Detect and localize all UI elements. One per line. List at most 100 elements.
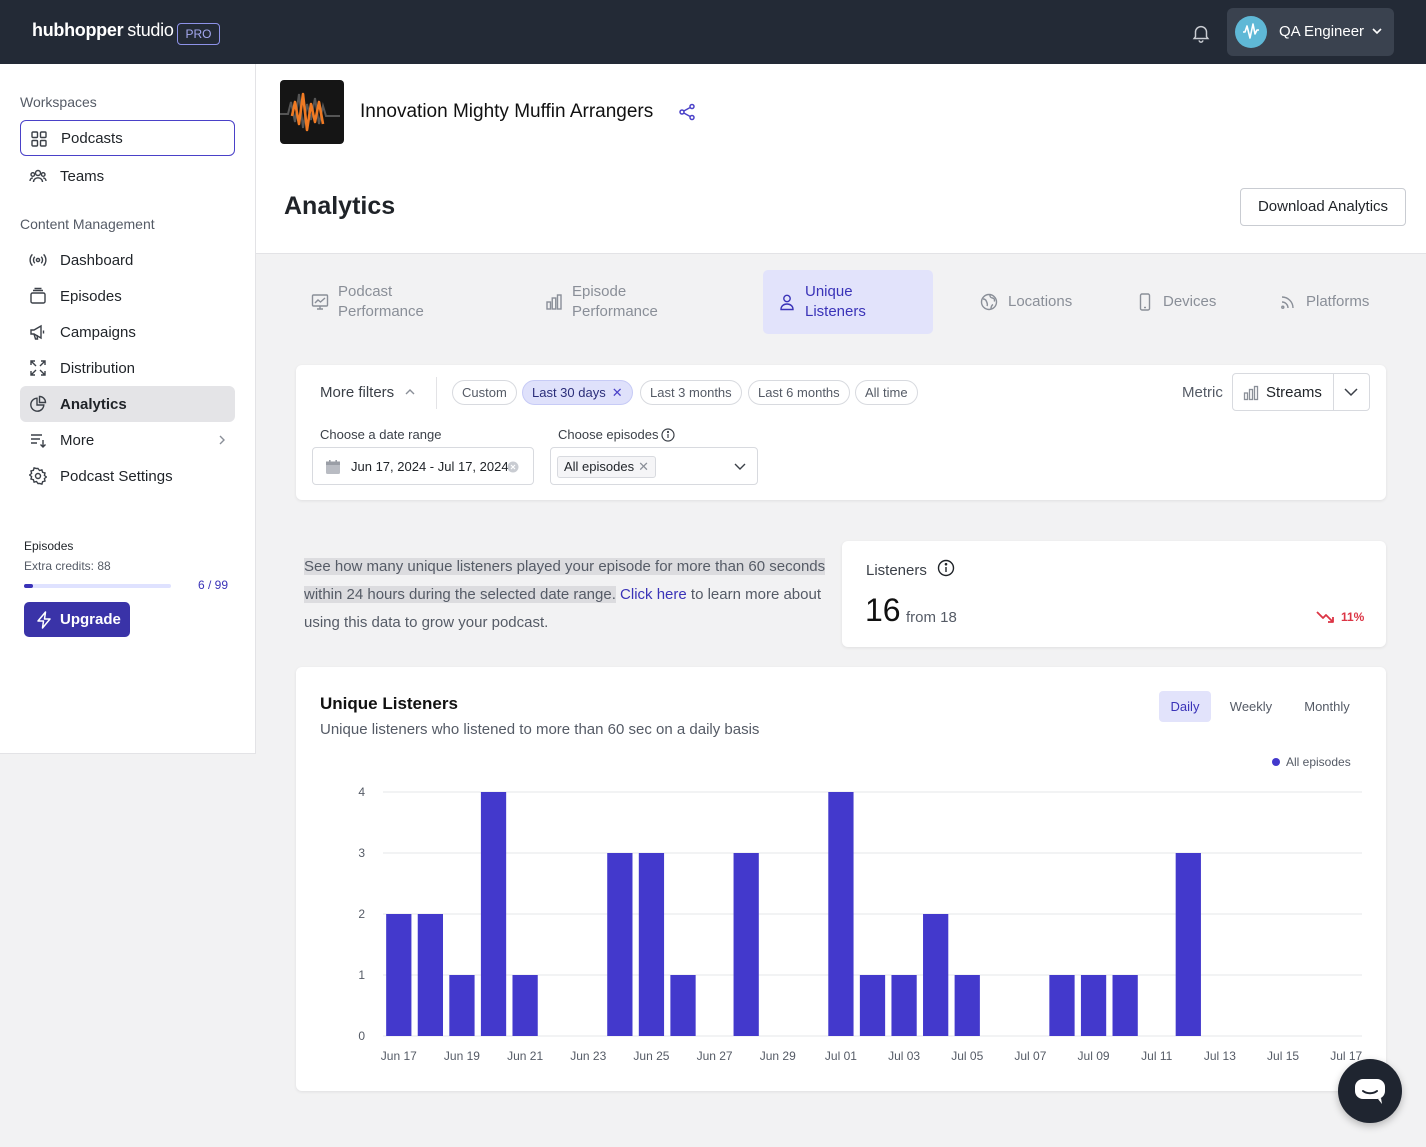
tab-label: Locations <box>1008 293 1073 310</box>
podcast-title: Innovation Mighty Muffin Arrangers <box>360 101 654 122</box>
user-icon <box>780 294 794 311</box>
chart-legend[interactable]: All episodes <box>1272 755 1351 769</box>
chart-bar[interactable] <box>386 914 412 1036</box>
content-management-heading: Content Management <box>20 216 155 232</box>
chevron-right-icon <box>219 435 225 445</box>
chart-bar[interactable] <box>733 853 759 1036</box>
chip-last-30-days[interactable]: Last 30 days ✕ <box>522 380 633 405</box>
chip-last-6-months[interactable]: Last 6 months <box>748 380 850 405</box>
chart-frame-icon <box>311 294 329 310</box>
tab-podcast-performance[interactable]: Podcast Performance <box>296 270 496 334</box>
chart-bar[interactable] <box>1112 975 1138 1036</box>
sidebar-item-episodes[interactable]: Episodes <box>20 278 235 314</box>
sidebar-item-label: More <box>60 431 95 449</box>
user-name: QA Engineer <box>1279 23 1365 40</box>
sidebar-item-label: Distribution <box>60 359 136 377</box>
info-icon[interactable] <box>661 428 675 442</box>
chart-bar[interactable] <box>891 975 917 1036</box>
date-range-input[interactable]: Jun 17, 2024 - Jul 17, 2024 <box>312 447 534 485</box>
x-tick-label: Jul 13 <box>1204 1049 1236 1063</box>
user-menu[interactable]: QA Engineer <box>1227 8 1394 56</box>
sidebar-item-distribution[interactable]: Distribution <box>20 350 235 386</box>
x-tick-label: Jun 27 <box>697 1049 733 1063</box>
x-tick-label: Jun 21 <box>507 1049 543 1063</box>
rss-icon <box>1281 296 1294 309</box>
period-weekly-button[interactable]: Weekly <box>1229 699 1273 714</box>
stack-icon <box>30 287 46 304</box>
chevron-down-icon[interactable] <box>733 462 747 472</box>
bell-icon[interactable] <box>1190 22 1212 44</box>
page-header: Innovation Mighty Muffin Arrangers Analy… <box>256 64 1426 254</box>
bar-chart-icon <box>546 294 562 310</box>
period-daily-button[interactable]: Daily <box>1159 691 1211 722</box>
tab-label: Listeners <box>805 303 866 320</box>
chart-bar[interactable] <box>1175 853 1201 1036</box>
divider <box>1333 374 1334 410</box>
bar-chart: 0 1 2 3 4 Jun 17 Jun 19 Jun 21 Jun 23 Jun 25 Jun 2… <box>358 785 1362 1063</box>
tab-episode-performance[interactable]: Episode Performance <box>530 270 730 334</box>
info-icon[interactable] <box>937 559 955 577</box>
tab-label: Performance <box>572 303 658 320</box>
close-icon[interactable]: ✕ <box>611 385 623 400</box>
chart-bar[interactable] <box>480 792 507 1036</box>
chat-button[interactable] <box>1338 1059 1402 1123</box>
chart-bar[interactable] <box>417 914 444 1036</box>
upgrade-button[interactable]: Upgrade <box>24 602 130 637</box>
chart-bar[interactable] <box>449 975 475 1036</box>
period-monthly-button[interactable]: Monthly <box>1304 699 1350 714</box>
sidebar-item-label: Episodes <box>60 287 122 305</box>
tab-label: Devices <box>1163 293 1217 310</box>
sidebar: Workspaces Podcasts Teams Content Manage… <box>0 64 256 754</box>
chart-bar[interactable] <box>638 853 665 1036</box>
sidebar-item-dashboard[interactable]: Dashboard <box>20 242 235 278</box>
chip-all-time[interactable]: All time <box>855 380 918 405</box>
clear-icon[interactable] <box>507 461 519 473</box>
metric-select[interactable]: Streams <box>1232 373 1370 411</box>
close-icon[interactable]: ✕ <box>638 459 650 474</box>
chart-bar[interactable] <box>859 975 886 1036</box>
chart-bar[interactable] <box>1080 975 1107 1036</box>
sidebar-item-campaigns[interactable]: Campaigns <box>20 314 235 350</box>
chevron-down-icon[interactable] <box>1343 386 1359 398</box>
tab-devices[interactable]: Devices <box>1122 270 1242 334</box>
episode-tag[interactable]: All episodes ✕ <box>557 456 657 478</box>
x-tick-label: Jul 17 <box>1330 1049 1362 1063</box>
sidebar-item-analytics[interactable]: Analytics <box>20 386 235 422</box>
grid-icon <box>31 131 47 147</box>
tab-label: Episode <box>572 283 627 300</box>
chart-bar[interactable] <box>923 914 949 1036</box>
chart-bar[interactable] <box>670 975 696 1036</box>
metric-label: Metric <box>1182 384 1223 401</box>
sidebar-item-podcasts[interactable]: Podcasts <box>20 120 235 156</box>
tab-unique-listeners[interactable]: Unique Listeners <box>763 270 933 334</box>
more-filters-toggle[interactable]: More filters <box>320 384 395 401</box>
learn-more-link[interactable]: Click here <box>620 586 687 603</box>
sidebar-item-teams[interactable]: Teams <box>20 158 235 194</box>
sidebar-item-podcast-settings[interactable]: Podcast Settings <box>20 458 235 494</box>
tab-locations[interactable]: Locations <box>966 270 1096 334</box>
chart-bar[interactable] <box>828 792 854 1036</box>
download-analytics-button[interactable]: Download Analytics <box>1240 188 1406 226</box>
sidebar-item-label: Podcast Settings <box>60 467 173 485</box>
app-logo[interactable]: hubhopper studio <box>32 20 174 40</box>
chevron-up-icon[interactable] <box>404 386 416 398</box>
chart-bar[interactable] <box>1049 975 1075 1036</box>
chart-bar[interactable] <box>512 975 538 1036</box>
podcast-artwork[interactable] <box>280 80 344 144</box>
tab-platforms[interactable]: Platforms <box>1266 270 1396 334</box>
chart-bar[interactable] <box>954 975 980 1036</box>
tab-label: Podcast <box>338 283 393 300</box>
chart-title: Unique Listeners <box>320 694 458 713</box>
chip-custom[interactable]: Custom <box>452 380 517 405</box>
avatar <box>1235 16 1267 48</box>
workspaces-heading: Workspaces <box>20 94 97 110</box>
chart-bar[interactable] <box>607 853 633 1036</box>
chart-subtitle: Unique listeners who listened to more th… <box>320 721 760 738</box>
x-tick-label: Jul 01 <box>825 1049 857 1063</box>
chip-last-3-months[interactable]: Last 3 months <box>640 380 742 405</box>
sidebar-item-label: Podcasts <box>61 129 123 147</box>
episodes-select[interactable]: All episodes ✕ <box>550 447 758 485</box>
share-icon[interactable] <box>678 103 696 121</box>
listeners-from: from 18 <box>906 609 957 626</box>
sidebar-item-more[interactable]: More <box>20 422 235 458</box>
